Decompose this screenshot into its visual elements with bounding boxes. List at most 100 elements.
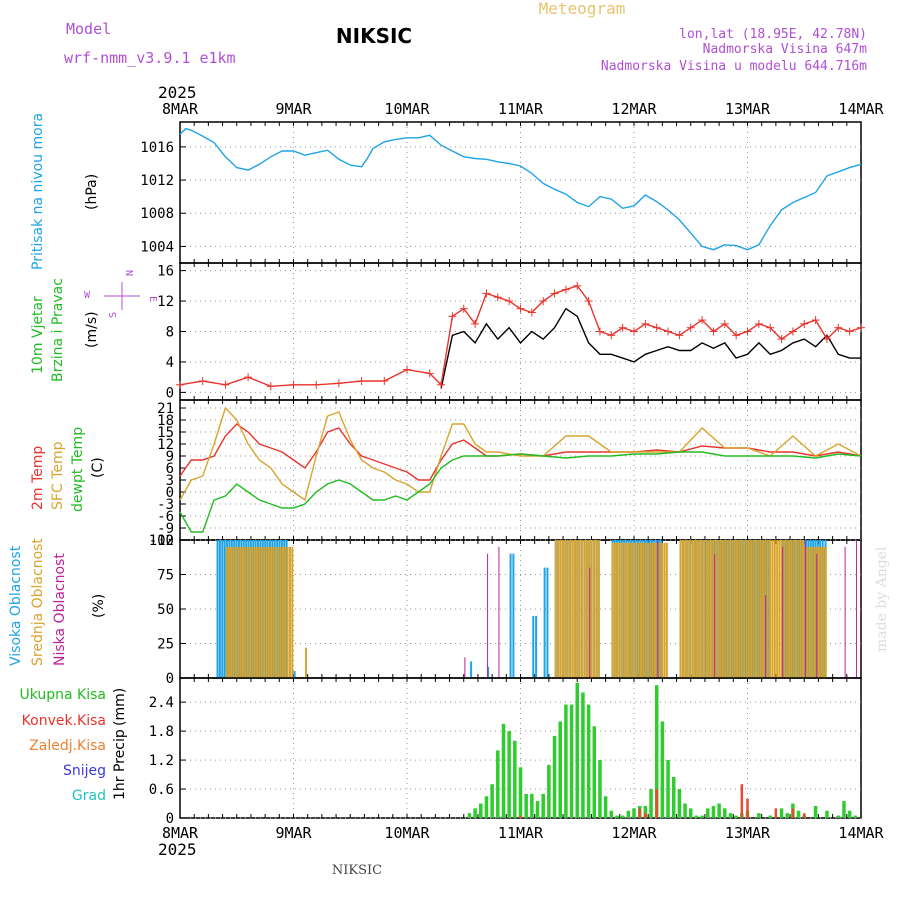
y-tick-label: 1012	[140, 173, 174, 189]
precip_total-bar	[547, 764, 551, 818]
precip-legend-frz: Zaledj.Kisa	[29, 738, 106, 754]
precip_total-bar	[757, 813, 761, 818]
y-tick-label: 4	[166, 355, 174, 371]
wind-ylabel-2: Brzina i Pravac	[50, 278, 66, 382]
y-tick-label: 9	[166, 449, 174, 465]
precip_total-bar	[541, 793, 545, 818]
bottom-date-labels: 8MAR 9MAR 10MAR 11MAR 12MAR 13MAR 14MAR	[162, 824, 885, 842]
y-tick-label: 15	[157, 425, 174, 441]
y-tick-label: 2.4	[149, 695, 174, 711]
pressure-unit: (hPa)	[84, 174, 100, 210]
compass-rose: N E S W	[84, 270, 158, 318]
precip-legend-hail: Grad	[72, 788, 106, 804]
precip_total-bar	[847, 810, 852, 818]
model-altitude: Nadmorska Visina u modelu 644.716m	[601, 59, 867, 74]
precip_conv-bar	[655, 789, 658, 818]
temp-unit: (C)	[90, 457, 106, 478]
precip_total-bar	[785, 813, 789, 818]
precip_total-bar	[825, 810, 829, 818]
precip_total-bar	[558, 721, 562, 818]
y-tick-label: 0	[166, 671, 174, 687]
precip_total-bar	[524, 793, 528, 818]
precip_total-bar	[598, 760, 602, 818]
precip_total-bar	[711, 805, 716, 818]
temp-dew-label: dewpt Temp	[70, 427, 86, 512]
compass-s: S	[108, 312, 119, 318]
date-label-top: 11MAR	[498, 100, 544, 118]
pressure-ylabel: Pritisak na nivou mora	[30, 113, 46, 270]
precip_total-bar	[671, 776, 676, 818]
cloud-unit: (%)	[91, 594, 107, 618]
precip_total-bar	[496, 750, 500, 818]
date-label-bottom: 14MAR	[838, 824, 884, 842]
y-tick-label: -6	[157, 509, 174, 525]
precip_total-bar	[683, 803, 687, 818]
y-tick-label: 0	[166, 811, 174, 827]
precip_total-bar	[632, 808, 636, 818]
y-tick-label: 50	[157, 602, 174, 618]
precip_conv-bar	[519, 815, 522, 818]
precip_total-bar	[700, 815, 704, 818]
footer-station: NIKSIC	[332, 863, 382, 878]
compass-n: N	[123, 270, 134, 276]
credit-text: made by Angel	[874, 546, 890, 652]
precip_conv-bar	[774, 808, 778, 818]
precip_total-bar	[654, 685, 659, 818]
precip_total-bar	[473, 808, 477, 818]
precip_total-bar	[501, 723, 506, 818]
precip_total-bar	[530, 793, 534, 818]
y-tick-label: 8	[166, 325, 174, 341]
y-tick-label: -3	[157, 497, 174, 513]
wind-panel: 0 4 8 12 16	[157, 262, 865, 401]
model-name: wrf-nmm_v3.9.1 e1km	[64, 49, 236, 67]
precip_total-bar	[507, 731, 511, 818]
station-coords: lon,lat (18.95E, 42.78N)	[679, 27, 867, 42]
precip_total-bar	[586, 704, 591, 818]
precip_conv-bar	[638, 808, 641, 818]
date-label-bottom: 11MAR	[498, 824, 544, 842]
precip_conv-bar	[803, 813, 806, 818]
precip_total-bar	[552, 735, 557, 818]
precip_total-bar	[734, 815, 738, 818]
date-label-top: 12MAR	[611, 100, 657, 118]
y-tick-label: 18	[157, 413, 174, 429]
y-tick-label: 12	[157, 437, 174, 453]
precip_total-bar	[626, 810, 631, 818]
precip_total-bar	[677, 789, 682, 818]
temp_dew-line	[179, 451, 862, 533]
station-altitude: Nadmorska Visina 647m	[703, 42, 868, 57]
precip-ylabel: 1hr Precip	[112, 729, 128, 800]
precip_total-bar	[706, 808, 710, 818]
precip_total-bar	[592, 726, 597, 818]
year-label-bottom: 2025	[158, 840, 197, 859]
y-tick-label: 0	[166, 385, 174, 401]
y-tick-label: 100	[149, 533, 174, 549]
y-tick-label: 1008	[140, 206, 174, 222]
y-tick-label: 16	[157, 264, 174, 280]
date-label-top: 9MAR	[275, 100, 312, 118]
date-label-top: 10MAR	[384, 100, 430, 118]
date-label-bottom: 9MAR	[275, 824, 312, 842]
y-tick-label: -9	[157, 521, 174, 537]
y-tick-label: 6	[166, 461, 174, 477]
precip_total-bar	[603, 796, 608, 818]
temp-sfc-label: SFC Temp	[50, 441, 66, 510]
precip_total-bar	[660, 721, 665, 818]
precip-panel: 0 0.6 1.2 1.8 2.4	[149, 677, 862, 827]
station-title: NIKSIC	[336, 24, 412, 48]
precip_total-bar	[853, 815, 858, 818]
precip-legend-snow: Snijeg	[63, 763, 106, 779]
cloud-low-label: Niska Oblacnost	[52, 553, 68, 666]
precip_total-bar	[513, 740, 517, 818]
precip_total-bar	[615, 815, 619, 818]
y-tick-label: -12	[149, 533, 174, 549]
top-date-labels: 8MAR 9MAR 10MAR 11MAR 12MAR 13MAR 14MAR	[162, 100, 885, 118]
pressure-line	[179, 127, 862, 251]
precip-unit: (mm)	[112, 688, 128, 726]
temp-2m-label: 2m Temp	[30, 446, 46, 510]
y-tick-label: 75	[157, 568, 174, 584]
precip_total-bar	[643, 805, 648, 818]
precip_total-bar	[609, 810, 614, 818]
y-tick-label: 1004	[140, 239, 174, 255]
